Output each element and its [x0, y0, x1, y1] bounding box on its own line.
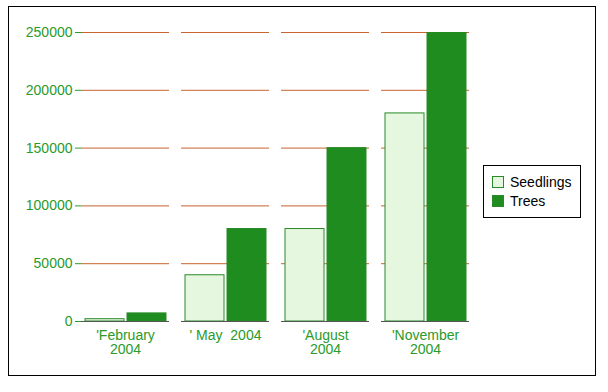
svg-text:250000: 250000 — [26, 23, 73, 39]
svg-text:150000: 150000 — [26, 139, 73, 155]
svg-text:' May 2004: ' May 2004 — [190, 327, 262, 343]
svg-text:50000: 50000 — [34, 255, 73, 271]
html-text:Seedlings: Seedlings — [510, 173, 572, 190]
svg-text:100000: 100000 — [26, 197, 73, 213]
svg-text:200000: 200000 — [26, 81, 73, 97]
svg-text:'August2004: 'August2004 — [302, 327, 348, 357]
svg-text:'February2004: 'February2004 — [96, 327, 155, 357]
html-text:Trees: Trees — [510, 192, 546, 209]
svg-text:0: 0 — [65, 312, 73, 328]
svg-text:'November2004: 'November2004 — [392, 327, 460, 357]
